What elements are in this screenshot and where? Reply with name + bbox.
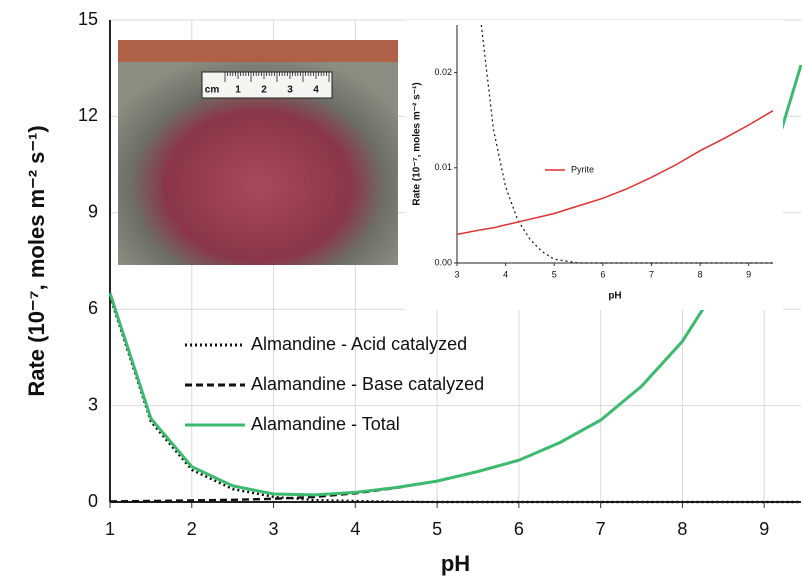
y-axis-label: Rate (10⁻⁷, moles m⁻² s⁻¹) [412,82,423,205]
x-tick-label: 3 [454,269,459,279]
ruler-label: 1 [235,85,241,96]
x-tick-label: 6 [600,269,605,279]
legend-label: Alamandine - Total [251,414,400,434]
legend-label: Alamandine - Base catalyzed [251,374,484,394]
x-tick-label: 7 [596,519,606,539]
ruler-label: 2 [261,85,267,96]
ruler-label: 4 [313,85,319,96]
data-line [480,24,773,264]
y-tick-label: 0.02 [434,67,452,77]
photo-top [118,40,398,62]
plot: 0.00 0.01 0.02 3 4 5 6 7 8 9 pH Rate (10⁻⁷, moles m… [412,24,774,302]
data-line [108,295,801,504]
y-tick-label: 6 [88,298,98,318]
x-tick-label: 9 [759,519,769,539]
x-tick-label: 2 [187,519,197,539]
y-tick-label: 15 [78,9,98,29]
x-tick-label: 9 [746,269,751,279]
x-tick-label: 4 [350,519,360,539]
x-tick-label: 5 [552,269,557,279]
legend-label: Almandine - Acid catalyzed [251,334,467,354]
ruler-label: 3 [287,85,293,96]
data-line [456,110,774,236]
x-tick-label: 4 [503,269,508,279]
y-tick-label: 0.00 [434,257,452,267]
y-tick-label: 3 [88,394,98,414]
ruler-label: cm [205,85,220,96]
y-tick-label: 9 [88,202,98,222]
x-tick-label: 6 [514,519,524,539]
y-tick-label: 0 [88,491,98,511]
y-tick-label: 0.01 [434,162,452,172]
x-tick-label: 8 [677,519,687,539]
y-tick-label: 12 [78,105,98,125]
legend-label: Pyrite [571,164,594,174]
data-line [108,64,802,497]
x-tick-label: 7 [649,269,654,279]
x-axis-label: pH [608,291,621,302]
x-tick-label: 1 [105,519,115,539]
y-axis-label: Rate (10⁻⁷, moles m⁻² s⁻¹) [24,125,49,396]
x-axis-label: pH [441,551,470,576]
x-tick-label: 3 [269,519,279,539]
x-tick-label: 5 [432,519,442,539]
ruler [201,71,333,99]
inset-background [405,20,783,310]
x-tick-label: 8 [698,269,703,279]
